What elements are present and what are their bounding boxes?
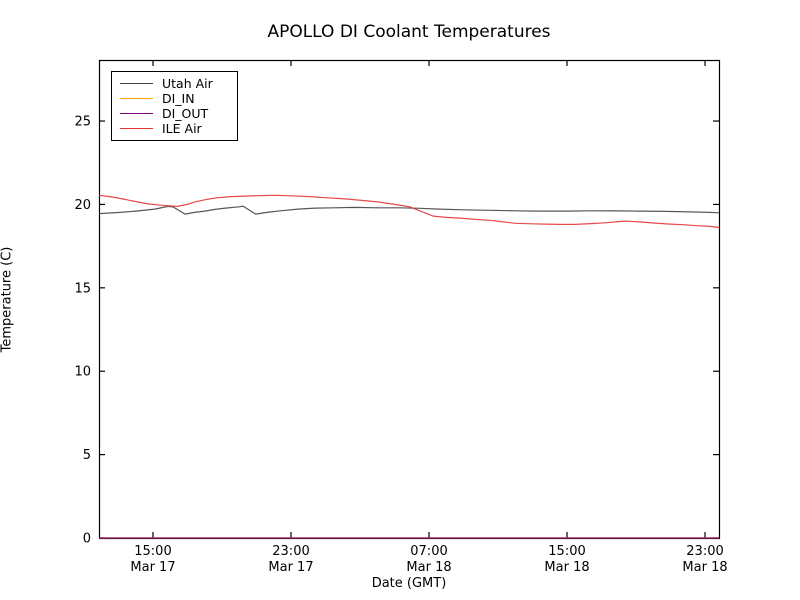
- svg-text:15:00: 15:00: [134, 544, 171, 559]
- legend-label-di-out: DI_OUT: [162, 106, 209, 121]
- legend-line-swatch-di-in: [120, 98, 153, 99]
- y-axis-label: Temperature (C): [0, 246, 15, 353]
- svg-text:23:00: 23:00: [272, 544, 309, 559]
- legend-label-di-in: DI_IN: [162, 91, 195, 106]
- legend-line-swatch-ile-air: [120, 128, 153, 129]
- legend-item-di-out: DI_OUT: [120, 106, 231, 121]
- legend-line-swatch-utah-air: [120, 83, 153, 84]
- svg-text:0: 0: [83, 532, 91, 547]
- svg-text:10: 10: [74, 365, 91, 380]
- legend-item-utah-air: Utah Air: [120, 76, 231, 91]
- svg-text:5: 5: [83, 448, 91, 463]
- svg-text:25: 25: [74, 115, 91, 130]
- svg-text:Mar 18: Mar 18: [406, 560, 451, 575]
- legend: Utah Air DI_IN DI_OUT ILE Air: [111, 71, 238, 141]
- svg-text:Mar 18: Mar 18: [682, 560, 727, 575]
- svg-text:15: 15: [74, 281, 91, 296]
- svg-text:07:00: 07:00: [410, 544, 447, 559]
- legend-line-swatch-di-out: [120, 113, 153, 114]
- x-axis-label: Date (GMT): [371, 576, 447, 591]
- svg-text:Mar 17: Mar 17: [130, 560, 175, 575]
- svg-text:23:00: 23:00: [686, 544, 723, 559]
- svg-text:15:00: 15:00: [548, 544, 585, 559]
- svg-text:Mar 18: Mar 18: [544, 560, 589, 575]
- svg-text:Mar 17: Mar 17: [268, 560, 313, 575]
- legend-item-di-in: DI_IN: [120, 91, 231, 106]
- legend-item-ile-air: ILE Air: [120, 121, 231, 136]
- legend-label-ile-air: ILE Air: [162, 121, 202, 136]
- chart-title: APOLLO DI Coolant Temperatures: [267, 22, 551, 42]
- legend-label-utah-air: Utah Air: [162, 76, 213, 91]
- svg-text:20: 20: [74, 198, 91, 213]
